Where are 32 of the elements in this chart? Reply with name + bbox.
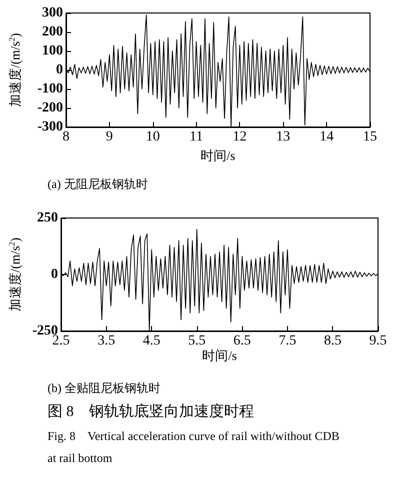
y-tick-label: -200: [37, 100, 63, 116]
x-tick-label: 9.5: [369, 334, 387, 348]
caption: Fig. 8 Vertical acceleration curve of rail with/without CDB at rail bottom: [48, 429, 342, 465]
text: (a) 无阻尼板钢轨时: [48, 177, 148, 191]
y-tick-label: 0: [56, 62, 63, 78]
y-axis-title: 加速度/(m/s2): [8, 237, 22, 312]
x-tick-label: 8.5: [324, 334, 342, 348]
y-tick-label: -300: [37, 120, 63, 134]
x-axis-title: 时间/s: [202, 348, 237, 363]
x-tick-label: 12: [232, 130, 247, 144]
x-tick-label: 11: [190, 130, 204, 144]
x-axis-title: 时间/s: [200, 148, 236, 163]
x-tick-label: 4.5: [142, 334, 160, 348]
y-tick-label: 250: [37, 210, 58, 226]
y-tick-label: 100: [42, 44, 63, 58]
y-tick-label: 300: [42, 6, 63, 20]
x-tick-label: 3.5: [98, 334, 116, 348]
x-tick-label: 8: [62, 130, 70, 144]
x-tick-label: 10: [146, 130, 160, 144]
x-tick-label: 9: [106, 130, 113, 144]
text: (b) 全贴阻尼板钢轨时: [48, 381, 160, 395]
x-tick-label: 14: [320, 130, 334, 144]
x-tick-label: 5.5: [188, 334, 206, 348]
x-tick-label: 7.5: [278, 334, 296, 348]
x-tick-label: 13: [276, 130, 290, 144]
y-tick-label: 200: [42, 24, 63, 40]
x-tick-label: 15: [363, 130, 377, 144]
y-axis-title: 加速度/(m/s2): [8, 32, 22, 108]
x-tick-label: 6.5: [233, 334, 251, 348]
y-tick-label: -100: [37, 82, 63, 96]
y-tick-label: 0: [51, 267, 58, 282]
caption: 图 8 钢轨轨底竖向加速度时程: [48, 403, 254, 420]
